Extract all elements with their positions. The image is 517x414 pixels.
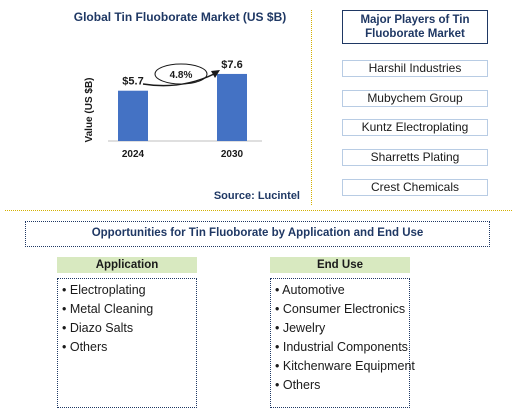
list-item: Diazo Salts <box>62 319 196 338</box>
value-label-2030: $7.6 <box>221 59 242 71</box>
list-item: Industrial Components <box>275 338 409 357</box>
list-item: Others <box>275 376 409 395</box>
cagr-arrowhead <box>211 70 220 78</box>
opportunities-title: Opportunities for Tin Fluoborate by Appl… <box>25 221 490 247</box>
cagr-arrow <box>142 73 215 87</box>
bar-2030 <box>217 73 247 141</box>
player-item: Sharretts Plating <box>342 149 488 166</box>
end-use-header: End Use <box>270 257 410 273</box>
x-tick-2024: 2024 <box>122 149 145 160</box>
source-note: Source: Lucintel <box>213 190 300 202</box>
application-list: ElectroplatingMetal CleaningDiazo SaltsO… <box>57 278 197 408</box>
application-header: Application <box>57 257 197 273</box>
horizontal-divider <box>5 210 512 211</box>
cagr-annotation: 4.8% <box>142 63 220 87</box>
list-item: Kitchenware Equipment <box>275 357 415 376</box>
players-title: Major Players of Tin Fluoborate Market <box>342 10 488 44</box>
player-item: Mubychem Group <box>342 90 488 107</box>
bar-2024 <box>118 90 148 141</box>
list-item: Others <box>62 338 196 357</box>
player-item: Harshil Industries <box>342 60 488 77</box>
player-item: Crest Chemicals <box>342 179 488 196</box>
list-item: Metal Cleaning <box>62 300 196 319</box>
end-use-list: AutomotiveConsumer ElectronicsJewelryInd… <box>270 278 415 408</box>
list-item: Electroplating <box>62 281 196 300</box>
list-item: Automotive <box>275 281 409 300</box>
player-item: Kuntz Electroplating <box>342 119 488 136</box>
chart-title: Global Tin Fluoborate Market (US $B) <box>73 10 287 24</box>
list-item: Jewelry <box>275 319 409 338</box>
list-item: Consumer Electronics <box>275 300 409 319</box>
cagr-label: 4.8% <box>170 70 193 81</box>
bar-chart: Value (US $B) $5.7 2024 $7.6 2030 4.8% <box>84 59 262 160</box>
y-axis-label: Value (US $B) <box>84 77 95 142</box>
vertical-divider <box>311 10 312 205</box>
value-label-2024: $5.7 <box>122 76 143 88</box>
x-tick-2030: 2030 <box>221 149 244 160</box>
